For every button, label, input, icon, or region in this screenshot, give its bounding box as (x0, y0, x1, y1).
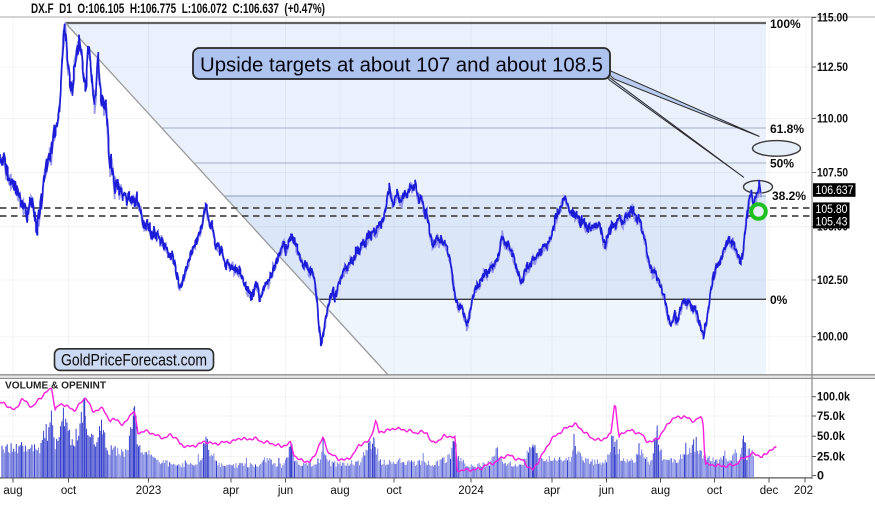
svg-text:aug: aug (3, 485, 22, 497)
svg-text:2023: 2023 (136, 485, 162, 497)
svg-text:GoldPriceForecast.com: GoldPriceForecast.com (61, 351, 207, 369)
svg-text:dec: dec (760, 485, 779, 497)
svg-text:oct: oct (61, 485, 77, 497)
svg-text:106.637: 106.637 (816, 185, 854, 197)
svg-text:75.0k: 75.0k (817, 411, 846, 423)
svg-text:38.2%: 38.2% (772, 189, 806, 203)
svg-text:110.00: 110.00 (817, 113, 848, 125)
svg-text:202: 202 (794, 485, 813, 497)
svg-text:50%: 50% (770, 157, 794, 171)
svg-text:aug: aug (330, 485, 349, 497)
svg-text:50.0k: 50.0k (817, 431, 846, 443)
svg-text:oct: oct (386, 485, 402, 497)
svg-text:107.50: 107.50 (817, 168, 848, 180)
svg-text:115.00: 115.00 (817, 13, 848, 25)
svg-text:102.50: 102.50 (817, 275, 848, 287)
svg-text:105.80: 105.80 (816, 204, 848, 216)
svg-text:105.43: 105.43 (816, 217, 848, 229)
svg-text:112.50: 112.50 (817, 62, 848, 74)
svg-text:0: 0 (817, 471, 824, 483)
svg-text:jun: jun (277, 485, 293, 497)
svg-text:100%: 100% (770, 17, 801, 31)
svg-text:61.8%: 61.8% (770, 122, 804, 136)
svg-text:jun: jun (598, 485, 614, 497)
svg-text:apr: apr (544, 485, 561, 497)
svg-text:100.00: 100.00 (817, 332, 848, 344)
svg-text:apr: apr (223, 485, 240, 497)
svg-text:VOLUME & OPENINT: VOLUME & OPENINT (5, 381, 106, 392)
svg-text:DX.F D1 O:106.105 H:106.775: DX.F D1 O:106.105 H:106.775 L:106.072 C:… (31, 1, 325, 16)
svg-text:0%: 0% (770, 293, 788, 307)
svg-text:oct: oct (707, 485, 723, 497)
svg-text:25.0k: 25.0k (817, 452, 846, 464)
svg-text:aug: aug (651, 485, 670, 497)
svg-text:2024: 2024 (458, 485, 484, 497)
svg-text:Upside targets at about 107 an: Upside targets at about 107 and about 10… (200, 55, 603, 77)
svg-text:100.0k: 100.0k (817, 392, 851, 404)
